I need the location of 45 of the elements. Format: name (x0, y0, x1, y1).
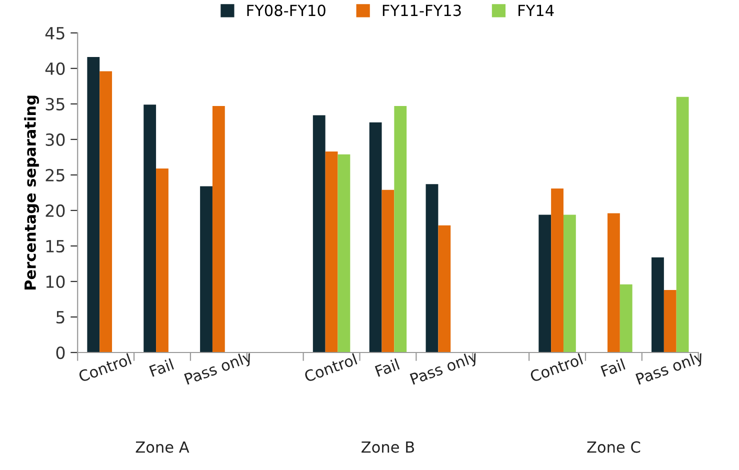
y-tick-label: 25 (46, 168, 64, 182)
bar (676, 96, 689, 352)
bar (312, 115, 326, 352)
bar (100, 71, 112, 352)
bar (325, 152, 338, 352)
bar (538, 214, 552, 352)
y-axis-title: Percentage separating (24, 96, 40, 290)
bar (87, 57, 100, 352)
y-tick-label: 45 (45, 27, 64, 40)
y-tick-label: 20 (46, 204, 65, 218)
y-tick-label: 10 (46, 275, 65, 288)
bar (369, 122, 382, 352)
bar (200, 186, 212, 352)
y-tick-label: 30 (46, 133, 65, 146)
y-tick-label: 15 (46, 240, 64, 253)
x-tick-label: Fail (374, 358, 400, 378)
legend-label: FY11-FY13 (382, 4, 461, 16)
x-tick-label: Fail (600, 358, 626, 378)
bar (608, 213, 620, 352)
bar (394, 106, 407, 352)
x-tick-label: Fail (148, 358, 174, 378)
bar (382, 190, 394, 352)
bar (652, 257, 664, 352)
x-tick-label: Pass only (410, 350, 480, 388)
bar (438, 225, 451, 352)
bar (156, 168, 168, 352)
bar (338, 154, 350, 352)
y-tick-label: 35 (46, 98, 64, 110)
bar (551, 188, 564, 352)
bar (144, 104, 156, 352)
x-tick-label: Pass only (184, 350, 254, 388)
bar (664, 290, 676, 352)
text: Zone A (136, 441, 190, 453)
bar (563, 214, 576, 352)
legend-label: FY14 (518, 4, 554, 16)
text: Zone C (587, 441, 640, 453)
y-tick-label: 5 (56, 311, 64, 324)
y-tick-label: 0 (56, 346, 65, 360)
bar (212, 106, 225, 352)
bar (620, 284, 632, 352)
x-tick-label: Pass only (635, 350, 706, 388)
legend-label: FY08-FY10 (247, 4, 326, 16)
bar (426, 184, 438, 352)
y-tick-label: 40 (45, 62, 65, 75)
text: Zone B (362, 441, 414, 453)
